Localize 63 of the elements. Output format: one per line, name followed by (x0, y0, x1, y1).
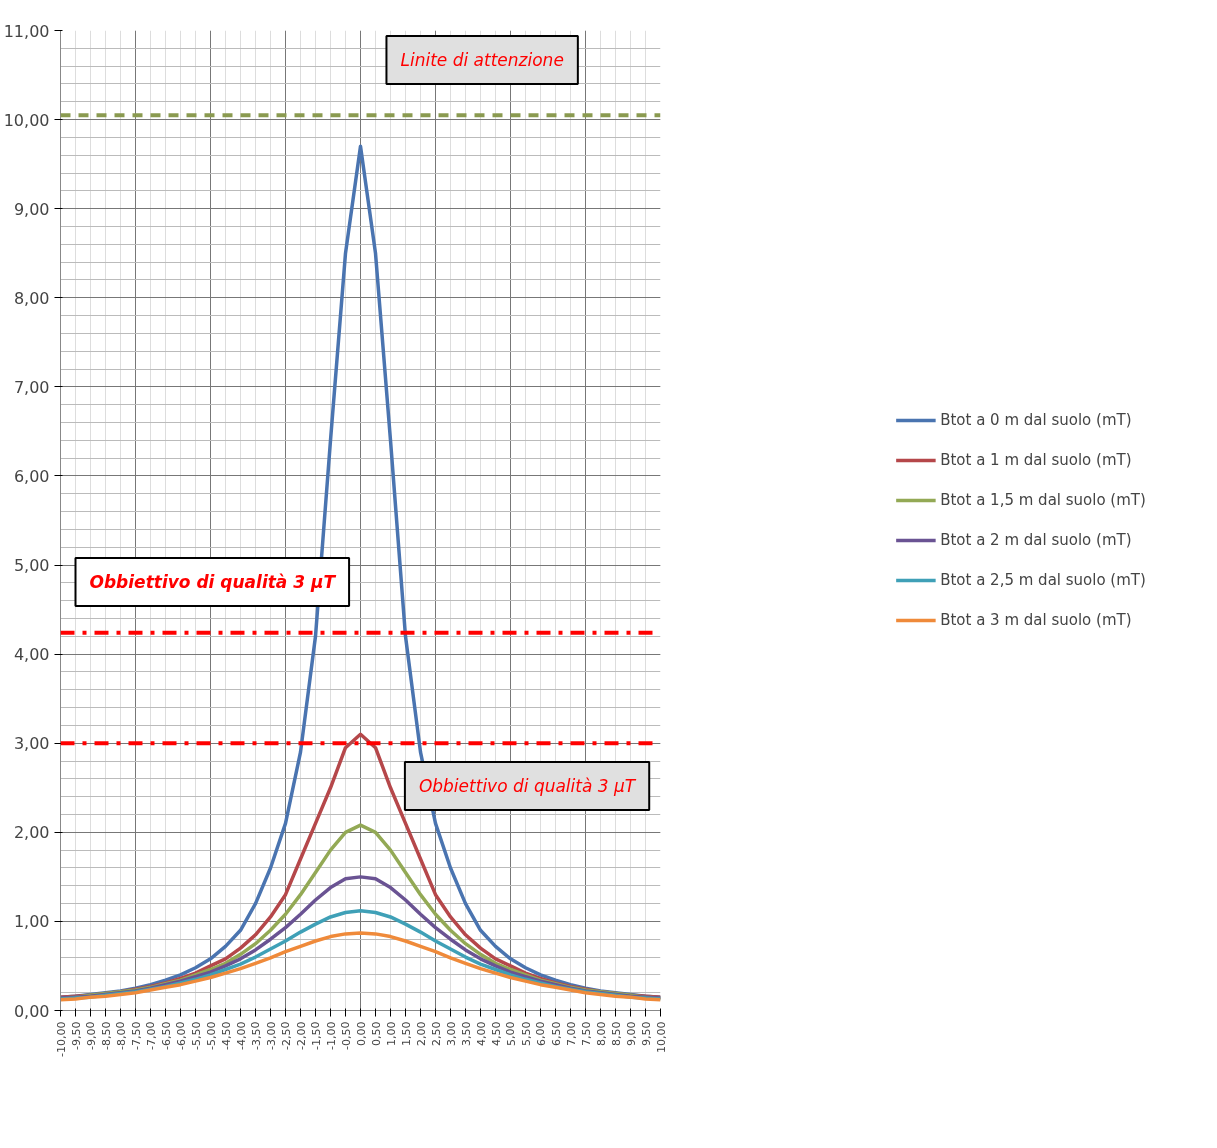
x-tick-label: -6,00 (174, 1021, 188, 1050)
y-tick-label: 5,00 (13, 556, 50, 576)
y-tick-label: 4,00 (13, 645, 50, 665)
x-tick-label: 0,00 (354, 1021, 368, 1046)
y-tick-label: 6,00 (13, 466, 50, 486)
x-tick-label: 4,00 (474, 1021, 488, 1046)
x-tick-label: 6,00 (534, 1021, 548, 1046)
legend-label: Btot a 1,5 m dal suolo (mT) (940, 491, 1146, 509)
ref-line-label: Obbiettivo di qualità 3 μT (418, 776, 637, 797)
x-tick-label: -1,00 (324, 1021, 338, 1050)
y-tick-label: 9,00 (13, 199, 50, 219)
x-tick-label: 7,50 (579, 1021, 593, 1046)
x-tick-label: -4,50 (219, 1021, 233, 1050)
ref-line-label: Linite di attenzione (400, 49, 564, 70)
x-tick-label: 0,50 (369, 1021, 383, 1046)
legend-label: Btot a 2,5 m dal suolo (mT) (940, 571, 1146, 589)
x-tick-label: -2,50 (279, 1021, 293, 1050)
x-tick-label: -7,00 (144, 1021, 158, 1050)
x-tick-label: -0,50 (339, 1021, 353, 1050)
x-tick-label: -5,00 (204, 1021, 218, 1050)
x-tick-label: 7,00 (564, 1021, 578, 1046)
x-tick-label: 1,50 (399, 1021, 413, 1046)
y-tick-label: 3,00 (13, 734, 50, 754)
x-tick-label: 5,50 (519, 1021, 533, 1046)
x-tick-label: 5,00 (504, 1021, 518, 1046)
y-tick-label: 8,00 (13, 288, 50, 308)
x-tick-label: 3,50 (459, 1021, 473, 1046)
y-tick-label: 7,00 (13, 377, 50, 397)
x-tick-label: 9,50 (639, 1021, 653, 1046)
y-tick-label: 2,00 (13, 823, 50, 843)
y-tick-label: 11,00 (3, 21, 50, 41)
x-tick-label: 1,00 (384, 1021, 398, 1046)
x-tick-label: -3,00 (264, 1021, 278, 1050)
x-tick-label: 10,00 (654, 1021, 668, 1053)
x-tick-label: 8,00 (594, 1021, 608, 1046)
legend-label: Btot a 1 m dal suolo (mT) (940, 451, 1132, 469)
x-tick-label: 4,50 (489, 1021, 503, 1046)
ref-line-label: Obbiettivo di qualità 3 μT (89, 572, 337, 593)
x-tick-label: 2,50 (429, 1021, 443, 1046)
x-tick-label: -8,00 (114, 1021, 128, 1050)
line-series (60, 931, 661, 1002)
x-tick-label: -10,00 (54, 1021, 68, 1057)
legend-label: Btot a 0 m dal suolo (mT) (940, 411, 1132, 429)
x-tick-label: -2,00 (294, 1021, 308, 1050)
x-tick-label: 6,50 (549, 1021, 563, 1046)
x-tick-label: -7,50 (129, 1021, 143, 1050)
x-tick-label: -9,00 (84, 1021, 98, 1050)
y-tick-label: 0,00 (13, 1001, 50, 1021)
x-tick-label: 2,00 (414, 1021, 428, 1046)
x-tick-label: -5,50 (189, 1021, 203, 1050)
x-tick-label: 3,00 (444, 1021, 458, 1046)
legend-label: Btot a 2 m dal suolo (mT) (940, 531, 1132, 549)
x-tick-label: -8,50 (99, 1021, 113, 1050)
x-tick-label: 9,00 (624, 1021, 638, 1046)
y-tick-label: 1,00 (13, 912, 50, 932)
x-tick-label: -6,50 (159, 1021, 173, 1050)
y-tick-label: 10,00 (3, 110, 50, 130)
x-tick-label: -9,50 (69, 1021, 83, 1050)
x-tick-label: -1,50 (309, 1021, 323, 1050)
x-tick-label: -4,00 (234, 1021, 248, 1050)
legend-label: Btot a 3 m dal suolo (mT) (940, 611, 1132, 629)
x-tick-label: 8,50 (609, 1021, 623, 1046)
x-tick-label: -3,50 (249, 1021, 263, 1050)
